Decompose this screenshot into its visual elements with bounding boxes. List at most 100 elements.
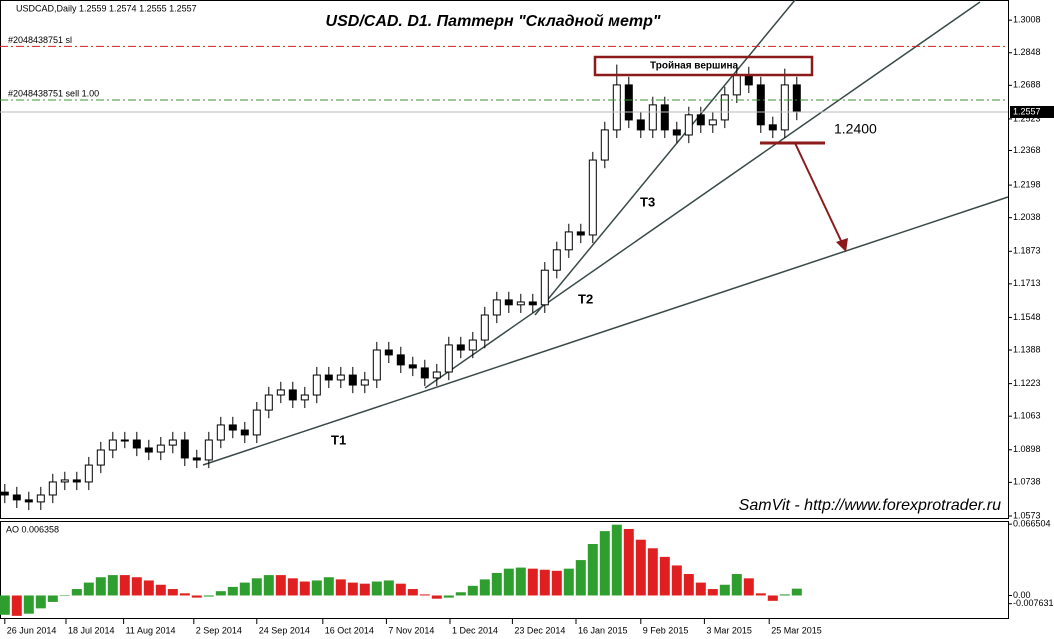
ao-bar <box>227 586 238 596</box>
ao-bar <box>455 592 466 596</box>
trend-line <box>534 0 796 316</box>
ao-bar <box>755 593 766 596</box>
ao-bar <box>407 589 418 596</box>
ao-bar <box>503 568 514 596</box>
ao-bar <box>23 595 34 614</box>
candle-body <box>444 344 453 373</box>
ao-bar <box>671 565 682 596</box>
ao-bar <box>179 593 190 596</box>
y-tick-label: 1.2848 <box>1013 47 1041 57</box>
candle-body <box>324 374 333 381</box>
y-tick-label: 1.1063 <box>1013 411 1041 421</box>
candle-body <box>420 367 429 379</box>
ao-bar <box>395 583 406 596</box>
y-tick-label: -0.007631 <box>1013 598 1054 608</box>
y-tick-label: 1.1713 <box>1013 278 1041 288</box>
ao-bar <box>131 577 142 596</box>
main-panel <box>0 0 1009 519</box>
ao-bar <box>611 524 622 596</box>
x-tick-label: 9 Feb 2015 <box>643 625 689 635</box>
y-tick-label: 1.2688 <box>1013 80 1041 90</box>
ao-bar <box>419 594 430 596</box>
x-tick-label: 11 Aug 2014 <box>126 625 176 635</box>
y-tick-label: 1.0898 <box>1013 444 1041 454</box>
candle-body <box>684 114 693 136</box>
x-tick-label: 16 Oct 2014 <box>325 625 374 635</box>
ao-bar <box>467 585 478 596</box>
ao-bar <box>191 595 202 598</box>
candle-body <box>384 349 393 356</box>
candle-body <box>516 301 525 306</box>
y-tick-label: 1.3008 <box>1013 15 1041 25</box>
ao-bar <box>155 584 166 596</box>
order-label: #2048438751 sell 1.00 <box>8 88 99 98</box>
candle-body <box>108 439 117 451</box>
candle-body <box>696 114 705 126</box>
y-tick-label: 1.1223 <box>1013 378 1041 388</box>
x-tick-label: 26 Jun 2014 <box>7 625 57 635</box>
ao-bar <box>779 594 790 596</box>
ao-bar <box>563 568 574 596</box>
ao-bar <box>95 577 106 596</box>
candle-body <box>720 94 729 121</box>
candle-body <box>564 231 573 251</box>
ao-bar <box>323 577 334 596</box>
ao-bar <box>527 568 538 596</box>
ao-bar <box>695 582 706 596</box>
candle-body <box>612 84 621 131</box>
ao-bar <box>359 583 370 596</box>
ao-bar <box>83 582 94 596</box>
ao-bar <box>551 570 562 596</box>
ao-bar <box>443 595 454 598</box>
y-tick-label: 1.2523 <box>1013 113 1041 123</box>
trend-line <box>424 1 981 389</box>
pattern-label: Тройная вершина <box>650 61 739 72</box>
candle-body <box>708 119 717 126</box>
candle-body <box>84 464 93 483</box>
candle-body <box>144 447 153 453</box>
y-tick-label: 1.0738 <box>1013 477 1041 487</box>
candle-body <box>780 84 789 131</box>
candle-body <box>348 374 357 386</box>
ao-bar <box>119 575 130 596</box>
ao-bar <box>203 595 214 597</box>
x-tick-label: 16 Jan 2015 <box>578 625 628 635</box>
candle-body <box>180 439 189 459</box>
ao-bar <box>587 543 598 596</box>
y-tick-label: 1.1873 <box>1013 246 1041 256</box>
last-price-box <box>1010 105 1054 118</box>
y-tick-label: 1.2198 <box>1013 179 1041 189</box>
candle-body <box>228 424 237 431</box>
candle-body <box>72 479 81 483</box>
ao-bar <box>575 560 586 596</box>
ao-title: AO 0.006358 <box>6 524 59 534</box>
candle-body <box>120 439 129 442</box>
last-price-label: 1.2557 <box>1013 106 1041 116</box>
y-tick-label: 1.1548 <box>1013 312 1041 322</box>
candle-body <box>156 444 165 453</box>
ao-bar <box>491 572 502 596</box>
ao-bar <box>515 567 526 596</box>
ao-bar <box>371 581 382 596</box>
candle-body <box>468 339 477 351</box>
trend-label: T3 <box>640 194 655 209</box>
candle-body <box>24 499 33 503</box>
watermark: SamVit - http://www.forexprotrader.ru <box>739 497 1001 514</box>
order-label: #2048438751 sl <box>8 35 72 45</box>
x-tick-label: 3 Mar 2015 <box>706 625 752 635</box>
candle-body <box>192 457 201 461</box>
candle-body <box>300 394 309 401</box>
candle-body <box>600 129 609 161</box>
candle-body <box>792 84 801 113</box>
candle-body <box>240 429 249 436</box>
candle-body <box>216 424 225 441</box>
candle-body <box>360 379 369 386</box>
x-tick-label: 1 Dec 2014 <box>452 625 498 635</box>
ao-bar <box>731 574 742 596</box>
y-tick-label: 1.2368 <box>1013 145 1041 155</box>
candle-body <box>540 269 549 306</box>
candle-body <box>336 374 345 381</box>
ao-bar <box>263 575 274 596</box>
ao-bar <box>539 569 550 596</box>
target-label: 1.2400 <box>834 121 877 137</box>
